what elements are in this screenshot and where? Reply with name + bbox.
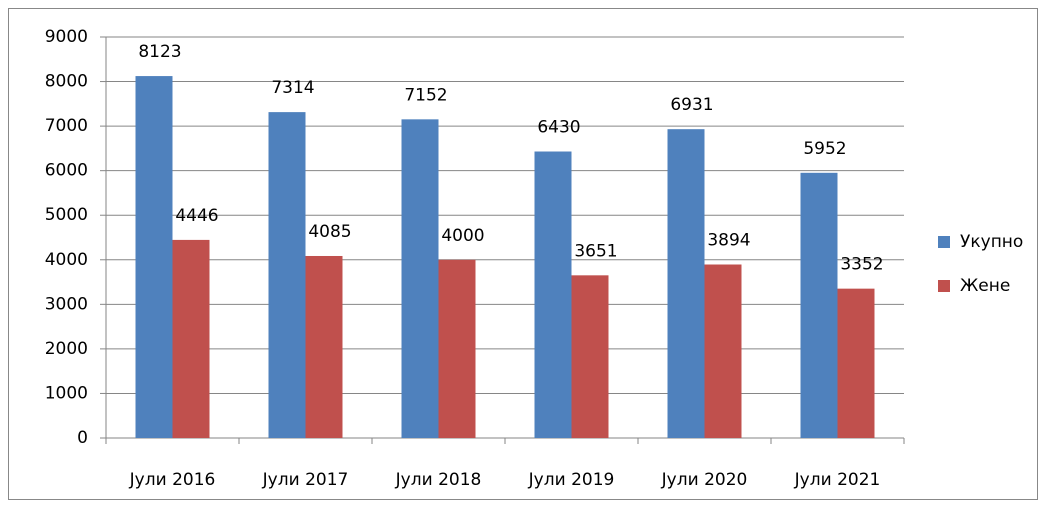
bar <box>305 255 343 438</box>
y-tick-label: 9000 <box>45 27 88 47</box>
y-tick-label: 4000 <box>45 250 88 270</box>
data-label: 4085 <box>308 222 351 242</box>
data-label: 6430 <box>537 118 580 138</box>
x-tick-label: Јули 2021 <box>794 470 881 490</box>
legend-label: Жене <box>960 276 1010 296</box>
data-label: 3352 <box>840 255 883 275</box>
x-tick-label: Јули 2018 <box>395 470 482 490</box>
x-tick-label: Јули 2016 <box>129 470 216 490</box>
data-label: 4000 <box>441 226 484 246</box>
bar <box>800 172 838 438</box>
data-label: 3651 <box>574 241 617 261</box>
bar <box>534 151 572 438</box>
legend-label: Укупно <box>960 232 1023 252</box>
bar <box>438 259 476 438</box>
data-label: 8123 <box>138 42 181 62</box>
legend-swatch <box>938 280 950 292</box>
y-tick-label: 7000 <box>45 116 88 136</box>
bar <box>401 119 439 438</box>
data-label: 3894 <box>707 231 750 251</box>
data-label: 7152 <box>404 85 447 105</box>
bar <box>704 264 742 438</box>
x-tick-label: Јули 2020 <box>661 470 748 490</box>
bar <box>135 76 173 438</box>
y-tick-label: 0 <box>77 428 88 448</box>
bar <box>172 239 210 438</box>
x-tick-label: Јули 2019 <box>528 470 615 490</box>
data-label: 7314 <box>271 78 314 98</box>
y-tick-label: 5000 <box>45 205 88 225</box>
bar <box>667 129 705 439</box>
y-tick-label: 3000 <box>45 294 88 314</box>
x-tick-label: Јули 2017 <box>262 470 349 490</box>
bar <box>268 112 306 438</box>
y-tick-label: 8000 <box>45 72 88 92</box>
legend-swatch <box>938 236 950 248</box>
bar <box>571 275 609 438</box>
data-label: 6931 <box>670 95 713 115</box>
y-tick-label: 1000 <box>45 383 88 403</box>
y-tick-label: 6000 <box>45 161 88 181</box>
data-label: 4446 <box>175 206 218 226</box>
y-tick-label: 2000 <box>45 339 88 359</box>
bar <box>837 288 875 438</box>
data-label: 5952 <box>803 139 846 159</box>
